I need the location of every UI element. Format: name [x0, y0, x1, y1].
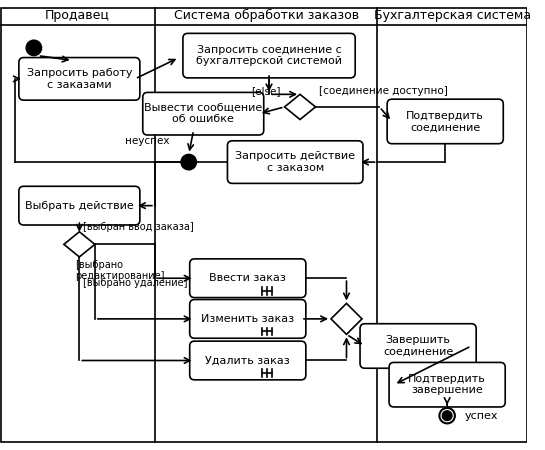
Text: Запросить действие
с заказом: Запросить действие с заказом — [235, 151, 355, 173]
FancyBboxPatch shape — [190, 300, 306, 338]
Text: [выбран ввод заказа]: [выбран ввод заказа] — [83, 222, 194, 232]
Text: Изменить заказ: Изменить заказ — [201, 314, 294, 324]
FancyBboxPatch shape — [190, 259, 306, 297]
Text: Запросить работу
с заказами: Запросить работу с заказами — [27, 68, 132, 90]
Text: [else]: [else] — [251, 86, 281, 96]
Text: [соединение доступно]: [соединение доступно] — [319, 86, 449, 96]
Circle shape — [26, 40, 41, 56]
Text: Продавец: Продавец — [45, 9, 110, 22]
FancyBboxPatch shape — [227, 141, 363, 184]
Polygon shape — [64, 232, 95, 257]
FancyBboxPatch shape — [19, 186, 140, 225]
Circle shape — [443, 411, 452, 420]
FancyBboxPatch shape — [360, 324, 476, 368]
Polygon shape — [331, 303, 362, 334]
Text: Удалить заказ: Удалить заказ — [205, 356, 290, 365]
Text: Бухгалтерская система: Бухгалтерская система — [374, 9, 531, 22]
FancyBboxPatch shape — [387, 99, 503, 144]
Text: Система обработки заказов: Система обработки заказов — [174, 9, 359, 22]
Text: успех: успех — [464, 411, 498, 421]
Text: Завершить
соединение: Завершить соединение — [383, 335, 453, 357]
Polygon shape — [284, 94, 316, 120]
Circle shape — [439, 408, 455, 423]
Text: [выбрано удаление]: [выбрано удаление] — [83, 278, 187, 288]
FancyBboxPatch shape — [19, 58, 140, 100]
Text: [выбрано
редактирование]: [выбрано редактирование] — [76, 260, 165, 281]
FancyBboxPatch shape — [183, 33, 355, 78]
Circle shape — [181, 154, 196, 170]
Text: Подтвердить
завершение: Подтвердить завершение — [408, 374, 486, 396]
Text: Ввести заказ: Ввести заказ — [209, 273, 286, 283]
FancyBboxPatch shape — [143, 92, 264, 135]
Text: неуспех: неуспех — [125, 136, 169, 146]
FancyBboxPatch shape — [389, 362, 505, 407]
Text: Вывести сообщение
об ошибке: Вывести сообщение об ошибке — [144, 103, 262, 125]
Text: Выбрать действие: Выбрать действие — [25, 201, 134, 211]
FancyBboxPatch shape — [190, 341, 306, 380]
Text: Подтвердить
соединение: Подтвердить соединение — [407, 111, 484, 132]
Text: Запросить соединение с
бухгалтерской системой: Запросить соединение с бухгалтерской сис… — [196, 45, 342, 67]
